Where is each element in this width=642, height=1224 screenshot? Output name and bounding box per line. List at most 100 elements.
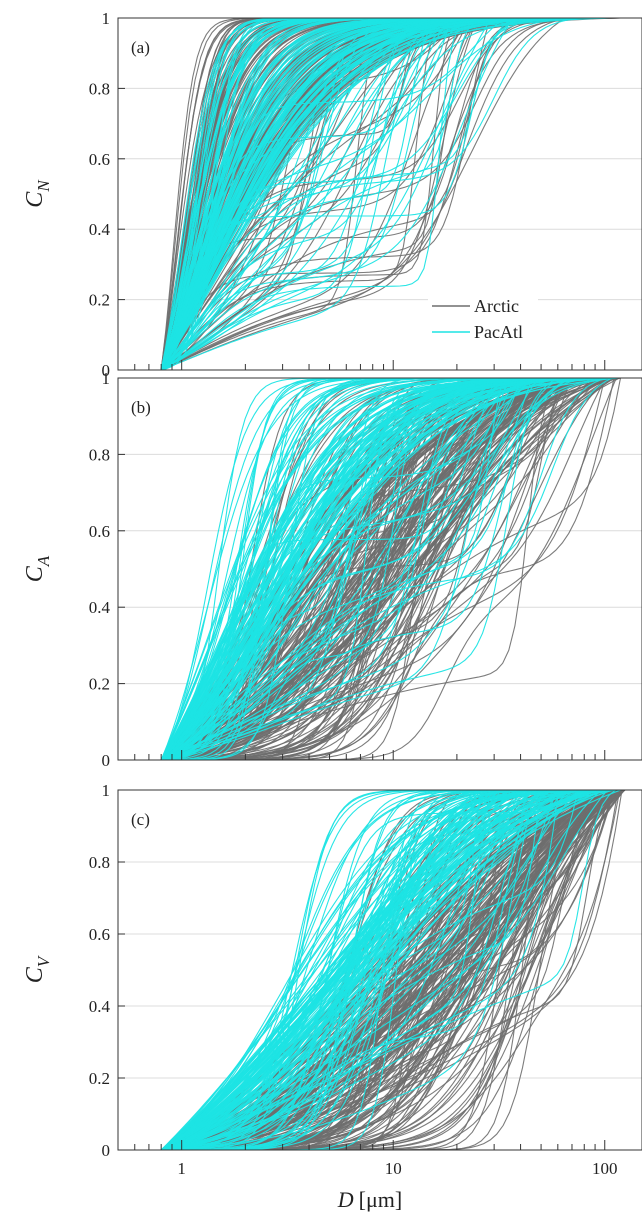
curve-pacatl — [161, 789, 642, 1151]
panel-c-ylabel-sub: V — [34, 954, 53, 967]
panel-b: 0 0.2 0.4 0.6 0.8 1 (b) CA — [22, 369, 642, 770]
curve-pacatl — [160, 17, 642, 371]
curve-pacatl — [160, 377, 642, 761]
panel-a-ylabel: CN — [22, 179, 53, 208]
curve-pacatl — [160, 789, 642, 1151]
curve-pacatl — [161, 789, 642, 1151]
curve-pacatl — [161, 789, 642, 1151]
curve-pacatl — [160, 17, 642, 371]
panel-a-ytick-label: 0.8 — [89, 79, 110, 98]
curve-pacatl — [160, 789, 642, 1151]
curve-pacatl — [160, 377, 642, 761]
curve-pacatl — [160, 17, 642, 371]
legend-label-pacatl: PacAtl — [474, 322, 523, 342]
panel-a-axes-frame — [117, 17, 642, 371]
panel-a-ytick-label: 0.6 — [89, 150, 110, 169]
curve-arctic — [161, 377, 642, 761]
legend: Arctic PacAtl — [428, 292, 538, 342]
curve-pacatl — [160, 17, 642, 371]
curve-pacatl — [160, 17, 642, 371]
curve-pacatl — [161, 789, 642, 1151]
curve-pacatl — [161, 377, 642, 761]
panel-b-ytick-label: 0.4 — [89, 598, 111, 617]
curve-pacatl — [160, 17, 642, 371]
curve-pacatl — [160, 17, 642, 371]
x-tick-label: 10 — [385, 1159, 402, 1178]
panel-c-ylabel-main: C — [22, 966, 48, 983]
panel-a: 0 0.2 0.4 0.6 0.8 1 (a) CN Arctic PacAtl — [22, 9, 642, 380]
panel-b-curves — [160, 377, 642, 761]
curve-pacatl — [160, 17, 642, 371]
curve-pacatl — [160, 789, 642, 1151]
panel-b-ticks: 0 0.2 0.4 0.6 0.8 1 — [89, 369, 606, 770]
curve-pacatl — [160, 789, 642, 1151]
panel-b-ytick-label: 0.8 — [89, 445, 110, 464]
curve-pacatl — [160, 789, 642, 1151]
panel-c-ytick-label: 0.2 — [89, 1069, 110, 1088]
curve-pacatl — [161, 789, 642, 1151]
panel-a-ticks: 0 0.2 0.4 0.6 0.8 1 — [89, 9, 606, 380]
panel-b-ytick-label: 0.2 — [89, 675, 110, 694]
curve-pacatl — [160, 17, 642, 371]
panel-c-ytick-label: 0.8 — [89, 853, 110, 872]
curve-arctic — [161, 377, 642, 761]
panel-a-ytick-label: 0 — [102, 361, 111, 380]
panel-c-label: (c) — [131, 810, 150, 829]
panel-a-curves — [160, 17, 642, 371]
curve-pacatl — [161, 377, 642, 761]
curve-arctic — [160, 17, 642, 371]
curve-arctic — [160, 377, 642, 761]
curve-pacatl — [160, 377, 642, 761]
curve-pacatl — [160, 789, 642, 1151]
curve-pacatl — [160, 17, 642, 371]
curve-pacatl — [161, 789, 642, 1151]
curve-pacatl — [160, 377, 642, 761]
curve-pacatl — [160, 789, 642, 1151]
curve-pacatl — [160, 377, 642, 761]
curve-pacatl — [160, 377, 642, 761]
curve-pacatl — [160, 377, 642, 761]
curve-pacatl — [160, 17, 642, 371]
curve-pacatl — [160, 789, 642, 1151]
x-tick-label: 100 — [592, 1159, 618, 1178]
x-tick-label: 1 — [177, 1159, 186, 1178]
curve-pacatl — [160, 17, 642, 371]
curve-pacatl — [161, 789, 642, 1151]
curve-pacatl — [160, 377, 642, 761]
panel-c-curves — [160, 789, 642, 1151]
panel-a-ytick-label: 0.4 — [89, 220, 111, 239]
curve-pacatl — [161, 789, 642, 1151]
panel-a-label: (a) — [131, 38, 150, 57]
curve-pacatl — [160, 789, 642, 1151]
curve-arctic — [160, 17, 642, 371]
panel-c-axes-frame — [117, 789, 642, 1151]
panel-b-ylabel: CA — [22, 555, 53, 582]
curve-pacatl — [160, 377, 642, 761]
panel-b-ytick-label: 1 — [102, 369, 111, 388]
curve-pacatl — [161, 789, 642, 1151]
curve-arctic — [160, 17, 642, 371]
panel-a-ylabel-sub: N — [34, 179, 53, 193]
curve-arctic — [161, 789, 642, 1151]
curve-pacatl — [161, 789, 642, 1151]
curve-arctic — [161, 377, 642, 761]
curve-pacatl — [160, 17, 642, 371]
panel-b-label: (b) — [131, 398, 151, 417]
curve-arctic — [160, 377, 642, 761]
panel-b-ylabel-main: C — [22, 565, 48, 582]
curve-pacatl — [161, 377, 642, 761]
curve-arctic — [161, 377, 642, 761]
curve-pacatl — [160, 17, 642, 371]
curve-pacatl — [161, 789, 642, 1151]
curve-pacatl — [160, 17, 642, 371]
x-axis-title-unit: [μm] — [359, 1187, 403, 1212]
legend-background — [428, 292, 538, 342]
legend-label-arctic: Arctic — [474, 296, 519, 316]
panel-b-ytick-label: 0.6 — [89, 522, 110, 541]
curve-pacatl — [161, 377, 642, 761]
curve-pacatl — [161, 789, 642, 1151]
curve-arctic — [161, 377, 642, 761]
curve-pacatl — [161, 789, 642, 1151]
panel-c-ytick-label: 1 — [102, 781, 111, 800]
panel-a-ytick-label: 1 — [102, 9, 111, 28]
